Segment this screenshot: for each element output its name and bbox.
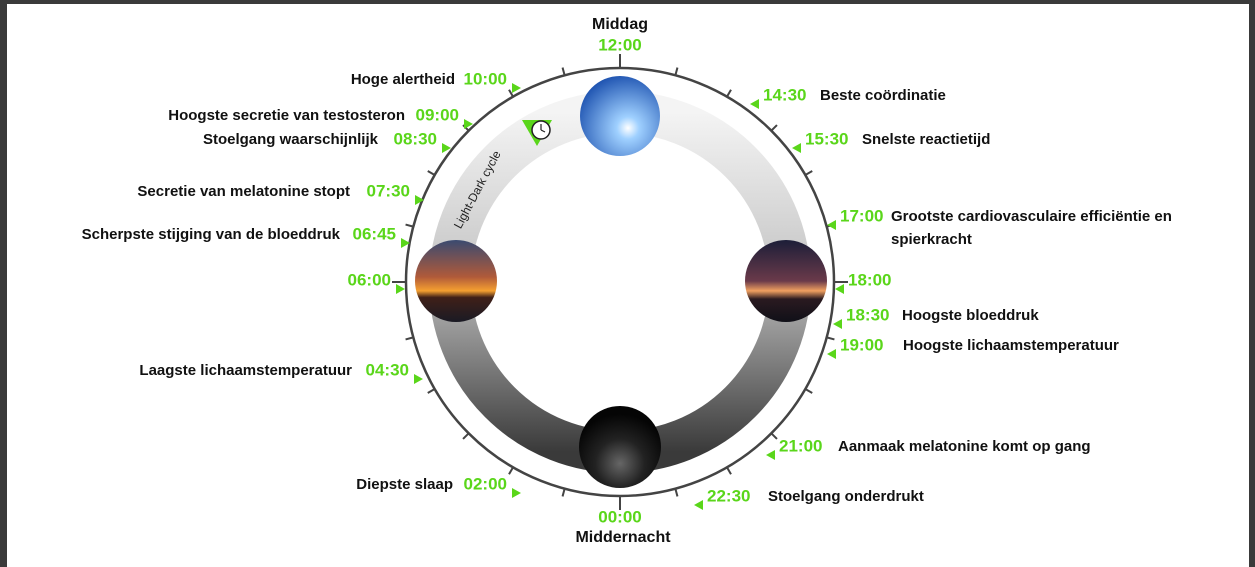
marker-triangle xyxy=(750,99,759,109)
top-time: 12:00 xyxy=(598,35,641,54)
event-label: Hoge alertheid xyxy=(351,71,455,88)
event-time: 10:00 xyxy=(464,69,507,88)
event-time: 06:45 xyxy=(353,224,396,243)
tick xyxy=(675,489,677,497)
event-label: Beste coördinatie xyxy=(820,87,946,104)
tick xyxy=(675,68,677,76)
event-time: 02:00 xyxy=(464,474,507,493)
diagram: Light-Dark cycle Middag 12:00 00:00 Midd… xyxy=(0,0,1255,567)
event-label: Secretie van melatonine stopt xyxy=(137,183,350,200)
tick xyxy=(827,337,835,339)
event: 17:00 Grootste cardiovasculaire efficiënt… xyxy=(827,206,1172,247)
event: 04:30 Laagste lichaamstemperatuur xyxy=(139,360,423,384)
event-time: 21:00 xyxy=(779,436,822,455)
tick xyxy=(428,389,435,393)
dusk-image xyxy=(745,240,827,322)
marker-triangle xyxy=(694,500,703,510)
event: 10:00 Hoge alertheid xyxy=(351,69,521,93)
tick xyxy=(406,337,414,339)
marker-triangle xyxy=(792,143,801,153)
night-image xyxy=(579,406,661,488)
marker-triangle xyxy=(835,284,844,294)
dawn-image xyxy=(415,240,497,322)
light-dark-band xyxy=(450,112,790,452)
right-border xyxy=(1249,0,1255,567)
event-time: 19:00 xyxy=(840,335,883,354)
event: 08:30 Stoelgang waarschijnlijk xyxy=(203,129,451,153)
top-label: Middag xyxy=(592,16,648,33)
tick xyxy=(509,467,513,474)
event-time: 15:30 xyxy=(805,129,848,148)
event-time: 09:00 xyxy=(416,105,459,124)
tick xyxy=(406,225,414,227)
top-border xyxy=(0,0,1255,4)
event-label: Snelste reactietijd xyxy=(862,131,990,148)
event-time: 17:00 xyxy=(840,206,883,225)
tick xyxy=(805,389,812,393)
event: 19:00 Hoogste lichaamstemperatuur xyxy=(827,335,1119,359)
event-label: Scherpste stijging van de bloeddruk xyxy=(82,226,341,243)
event-label: Hoogste bloeddruk xyxy=(902,307,1039,324)
tick xyxy=(463,433,469,439)
event: 14:30 Beste coördinatie xyxy=(750,85,946,109)
event-time: 18:00 xyxy=(848,270,891,289)
tick xyxy=(563,68,565,76)
event-time: 06:00 xyxy=(348,270,391,289)
event: 15:30 Snelste reactietijd xyxy=(792,129,990,153)
tick xyxy=(771,125,777,131)
event-label: Hoogste secretie van testosteron xyxy=(168,107,405,124)
tick xyxy=(727,90,731,97)
marker-triangle xyxy=(827,349,836,359)
marker-triangle xyxy=(833,319,842,329)
marker-triangle xyxy=(414,374,423,384)
left-border xyxy=(0,0,7,567)
event: 21:00 Aanmaak melatonine komt op gang xyxy=(766,436,1091,460)
marker-triangle xyxy=(396,284,405,294)
event-time: 14:30 xyxy=(763,85,806,104)
event-label: Grootste cardiovasculaire efficiëntie en xyxy=(891,208,1172,225)
event: 02:00 Diepste slaap xyxy=(356,474,521,498)
tick xyxy=(771,433,777,439)
event-label: Stoelgang waarschijnlijk xyxy=(203,131,379,148)
event-time: 22:30 xyxy=(707,486,750,505)
tick xyxy=(563,489,565,497)
event: 18:30 Hoogste bloeddruk xyxy=(833,305,1039,329)
event: 06:45 Scherpste stijging van de bloeddruk xyxy=(82,224,410,248)
event: 07:30 Secretie van melatonine stopt xyxy=(137,181,424,205)
event-label: Diepste slaap xyxy=(356,476,453,493)
event-label: Hoogste lichaamstemperatuur xyxy=(903,337,1119,354)
tick xyxy=(428,171,435,175)
event-label: spierkracht xyxy=(891,231,972,248)
marker-triangle xyxy=(766,450,775,460)
page: {"top": {"label": "Middag", "time": "12:… xyxy=(0,0,1255,567)
tick xyxy=(805,171,812,175)
event-time: 07:30 xyxy=(367,181,410,200)
event-label: Stoelgang onderdrukt xyxy=(768,488,924,505)
day-image xyxy=(580,76,660,156)
event-label: Aanmaak melatonine komt op gang xyxy=(838,438,1091,455)
event: 09:00 Hoogste secretie van testosteron xyxy=(168,105,473,129)
marker-triangle xyxy=(512,488,521,498)
event: 22:30 Stoelgang onderdrukt xyxy=(694,486,924,510)
event-time: 08:30 xyxy=(394,129,437,148)
bottom-label: Middernacht xyxy=(575,529,671,546)
event-time: 04:30 xyxy=(366,360,409,379)
tick xyxy=(727,467,731,474)
event-label: Laagste lichaamstemperatuur xyxy=(139,362,352,379)
bottom-time: 00:00 xyxy=(598,507,641,526)
event-time: 18:30 xyxy=(846,305,889,324)
marker-triangle xyxy=(512,83,521,93)
